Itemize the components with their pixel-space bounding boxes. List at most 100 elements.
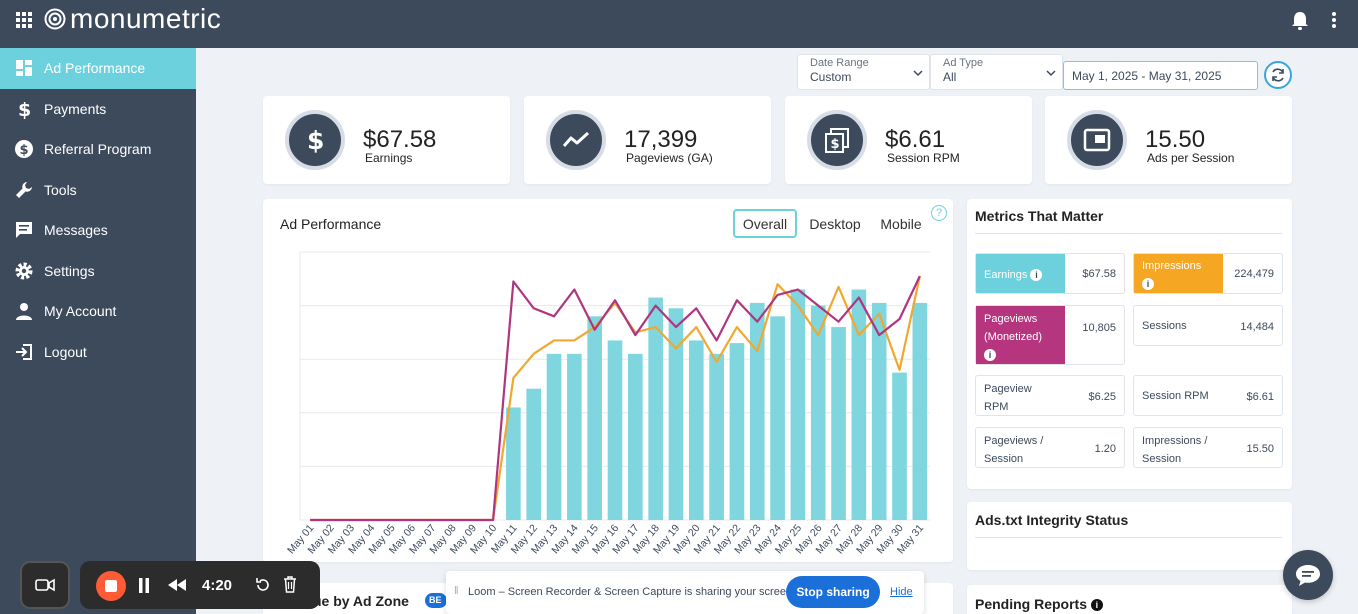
- svg-text:$: $: [307, 126, 324, 154]
- chat-button[interactable]: [1283, 550, 1333, 600]
- sidebar-item-referral-program[interactable]: $ Referral Program: [0, 129, 196, 170]
- chart-bar: [729, 343, 745, 520]
- svg-text:$: $: [20, 143, 29, 158]
- ad-type-select[interactable]: Ad Type All: [930, 54, 1063, 90]
- chart-bar: [688, 340, 704, 520]
- apps-grid-icon[interactable]: [16, 12, 32, 28]
- stat-card-session-rpm: $ $6.61 Session RPM: [785, 96, 1032, 184]
- chart-bar: [871, 302, 887, 520]
- metric-pageviews-per-session: Pageviews / Session 1.20: [975, 427, 1125, 468]
- gear-icon: [14, 261, 34, 281]
- stat-value: 15.50: [1145, 126, 1206, 153]
- metric-value: $6.25: [1088, 391, 1116, 403]
- metric-impressions-per-session: Impressions / Session 15.50: [1133, 427, 1283, 468]
- chart-bar: [567, 353, 582, 520]
- metric-value: 14,484: [1240, 321, 1274, 333]
- hide-banner-link[interactable]: Hide: [890, 586, 913, 598]
- metric-earnings: Earnings i $67.58: [975, 253, 1125, 294]
- restart-icon[interactable]: [255, 577, 271, 593]
- drag-handle-icon[interactable]: ‖: [454, 585, 459, 597]
- metric-label: Session RPM: [1142, 390, 1209, 402]
- sidebar-item-label: Settings: [44, 262, 95, 279]
- dollar-circle-icon: $: [14, 139, 34, 159]
- metric-value: 10,805: [1082, 322, 1116, 334]
- ad-type-label: Ad Type: [943, 57, 984, 69]
- metric-value: 1.20: [1094, 443, 1116, 455]
- sidebar-item-label: Logout: [44, 343, 87, 360]
- trend-icon: [546, 110, 606, 170]
- stat-card-earnings: $ $67.58 Earnings: [263, 96, 510, 184]
- tab-mobile[interactable]: Mobile: [880, 215, 922, 232]
- info-icon[interactable]: i: [1030, 269, 1043, 282]
- sidebar-item-ad-performance[interactable]: Ad Performance: [0, 48, 196, 89]
- metric-impressions: Impressions i 224,479: [1133, 253, 1283, 294]
- metric-label: Earnings i: [976, 254, 1065, 293]
- chart-bar: [668, 308, 684, 520]
- help-icon[interactable]: ?: [931, 205, 947, 221]
- info-icon[interactable]: i: [1142, 278, 1154, 291]
- dollar-icon: $: [14, 99, 34, 119]
- info-icon[interactable]: i: [1090, 599, 1103, 612]
- loom-camera-button[interactable]: [20, 561, 70, 609]
- stop-sharing-button[interactable]: Stop sharing: [786, 576, 880, 608]
- revenue-ad-zone-title: ue by Ad Zone: [313, 593, 409, 609]
- sidebar-item-label: Tools: [44, 181, 77, 198]
- date-range-select[interactable]: Date Range Custom: [797, 54, 930, 90]
- ads-txt-title: Ads.txt Integrity Status: [975, 512, 1129, 528]
- chat-icon: [1296, 565, 1320, 586]
- stat-value: 17,399: [624, 126, 698, 153]
- refresh-button[interactable]: [1264, 61, 1292, 89]
- metric-sessions: Sessions 14,484: [1133, 305, 1283, 346]
- dollar-icon: $: [285, 110, 345, 170]
- sidebar-item-label: Referral Program: [44, 141, 152, 158]
- tab-desktop[interactable]: Desktop: [809, 215, 861, 232]
- trash-icon[interactable]: [283, 576, 297, 593]
- loom-stop-button[interactable]: [96, 571, 126, 601]
- more-menu-icon[interactable]: [1326, 12, 1342, 30]
- chart-bar: [607, 340, 623, 520]
- sidebar-item-settings[interactable]: Settings: [0, 251, 196, 292]
- divider: [975, 537, 1282, 538]
- money-stack-icon: $: [807, 110, 867, 170]
- sidebar-item-logout[interactable]: Logout: [0, 332, 196, 373]
- refresh-icon: [1272, 68, 1284, 82]
- sidebar-item-messages[interactable]: Messages: [0, 210, 196, 251]
- camera-icon: [35, 578, 55, 592]
- top-bar: monumetric: [0, 0, 1358, 48]
- bell-icon[interactable]: [1291, 11, 1309, 31]
- metric-label: Pageview RPM: [984, 383, 1032, 413]
- metric-label-text: Pageviews (Monetized): [984, 313, 1043, 343]
- stat-label: Earnings: [365, 151, 413, 165]
- pending-reports-title: Pending Reports i: [975, 596, 1103, 612]
- metric-pageview-rpm: Pageview RPM $6.25: [975, 375, 1125, 416]
- chart-bar: [810, 305, 826, 520]
- sidebar-item-tools[interactable]: Tools: [0, 170, 196, 211]
- loom-controls: 4:20: [80, 561, 320, 609]
- chart-bar: [831, 327, 846, 520]
- logo[interactable]: monumetric: [44, 3, 221, 34]
- chart-series-line: [310, 275, 921, 522]
- metric-label: Sessions: [1142, 320, 1187, 332]
- date-range-value: Custom: [810, 70, 852, 84]
- rewind-icon[interactable]: [168, 579, 186, 591]
- user-icon: [14, 301, 34, 321]
- chart-bar: [526, 388, 542, 520]
- sidebar-item-my-account[interactable]: My Account: [0, 291, 196, 332]
- sidebar-item-payments[interactable]: $ Payments: [0, 89, 196, 130]
- chart-bar: [628, 353, 643, 520]
- metric-value: $67.58: [1082, 268, 1116, 280]
- metric-value: 15.50: [1246, 443, 1274, 455]
- svg-text:$: $: [831, 137, 840, 152]
- info-icon[interactable]: i: [984, 349, 996, 362]
- svg-text:$: $: [18, 99, 31, 119]
- metric-label: Impressions / Session: [1142, 435, 1208, 465]
- date-range-input[interactable]: May 1, 2025 - May 31, 2025: [1063, 61, 1258, 90]
- sidebar-item-label: Payments: [44, 100, 107, 117]
- dashboard-icon: [14, 58, 34, 78]
- pause-icon[interactable]: [138, 578, 150, 593]
- tab-overall[interactable]: Overall: [733, 209, 797, 238]
- chart-bar: [648, 297, 663, 520]
- loom-timer: 4:20: [202, 577, 233, 594]
- metric-label: Impressions i: [1134, 254, 1223, 293]
